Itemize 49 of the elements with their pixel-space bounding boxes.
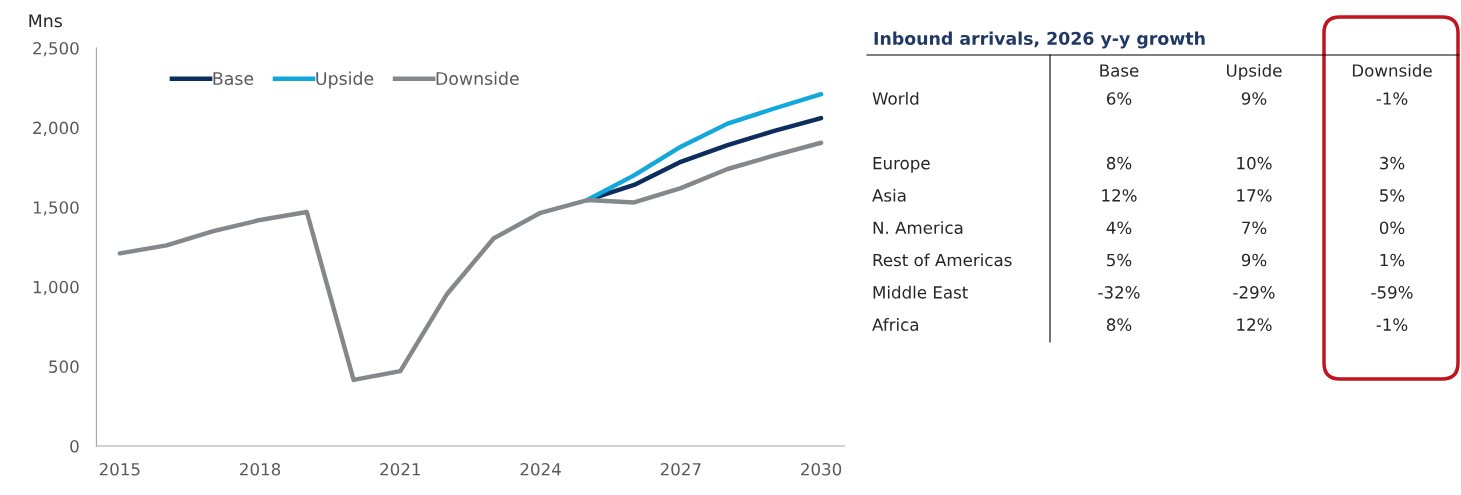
x-tick-label: 2030 [801, 462, 842, 476]
text: 4% [1106, 221, 1132, 235]
text: 7% [1242, 221, 1267, 235]
legend-label: Upside [316, 71, 374, 89]
text: 8% [1106, 318, 1132, 331]
x-tick-label: 2015 [99, 462, 140, 476]
text: 8% [1106, 156, 1132, 170]
text: -32% [1098, 286, 1140, 299]
text: Inbound arrivals, 2026 y-y growth [874, 31, 1205, 49]
category-label: N. America [873, 221, 963, 235]
x-tick-label: 2021 [380, 462, 420, 476]
text: -59% [1371, 286, 1413, 299]
text: 5% [1107, 253, 1132, 267]
category-label: Rest of Americas [873, 253, 1012, 267]
category-label: Asia [872, 188, 906, 202]
y-tick-label: 500 [49, 360, 79, 373]
text: 0% [1379, 221, 1405, 235]
category-label: Downside [1352, 63, 1432, 77]
text: 6% [1106, 92, 1132, 105]
y-tick-label: 1,000 [33, 280, 79, 296]
category-label: World [872, 91, 919, 105]
legend-label: Base [213, 72, 254, 86]
y-tick-label: 0 [70, 439, 79, 453]
text: 9% [1241, 253, 1267, 267]
text: 12% [1102, 189, 1137, 202]
text: 12% [1237, 318, 1272, 331]
legend-label: Downside [436, 71, 519, 86]
category-label: Upside [1226, 63, 1282, 81]
y-tick-label: 1,500 [33, 201, 79, 216]
text: 3% [1380, 156, 1405, 170]
line-series [117, 140, 824, 383]
text: -1% [1376, 92, 1408, 105]
category-label: Europe [873, 157, 930, 173]
category-label: Africa [872, 318, 919, 331]
category-label: Middle East [873, 285, 968, 299]
y-axis-title: Mns [29, 14, 62, 28]
text: 9% [1241, 92, 1267, 105]
x-tick-label: 2027 [660, 462, 701, 476]
text: 10% [1237, 156, 1272, 170]
text: 17% [1237, 189, 1272, 202]
category-label: Base [1100, 64, 1139, 77]
y-tick-label: 2,000 [33, 121, 79, 136]
text: 1% [1380, 253, 1405, 267]
y-tick-label: 2,500 [33, 41, 79, 57]
x-tick-label: 2024 [520, 462, 561, 476]
x-tick-label: 2018 [240, 462, 281, 476]
text: -1% [1376, 318, 1408, 331]
text: -29% [1233, 286, 1275, 299]
text: 5% [1380, 189, 1405, 202]
